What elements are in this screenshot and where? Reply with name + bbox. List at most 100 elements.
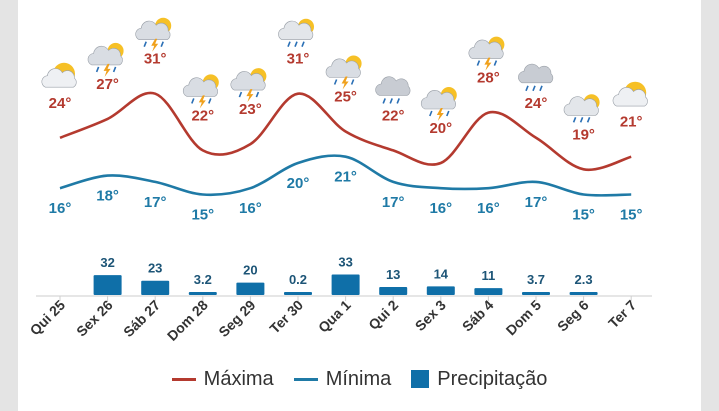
precip-label: 32 — [100, 255, 114, 270]
lightning-shape — [341, 76, 349, 90]
raindrop-shape — [112, 66, 117, 73]
raindrop-shape — [532, 85, 536, 92]
raindrop-shape — [493, 60, 498, 66]
precip-bar — [569, 292, 598, 295]
raindrop-shape — [382, 98, 386, 104]
minima-label: 17° — [525, 194, 548, 211]
raindrop-shape — [208, 98, 212, 104]
minima-label: 16° — [49, 200, 72, 217]
legend-label-precipitacao: Precipitação — [437, 367, 548, 390]
precip-bar — [522, 292, 550, 295]
legend-swatch-precipitacao — [411, 370, 430, 388]
legend-label-minima: Mínima — [325, 367, 392, 390]
cloud-shape — [375, 76, 411, 96]
cloud-shape — [563, 96, 599, 116]
lightning-shape — [151, 38, 159, 52]
maxima-label: 27° — [96, 76, 119, 93]
legend: Máxima Mínima Precipitação — [0, 364, 719, 394]
partly-cloudy-rain-icon — [563, 94, 600, 123]
cloud-shape — [41, 68, 77, 88]
raindrop-shape — [429, 110, 433, 117]
legend-swatch-maxima — [171, 377, 196, 381]
maxima-label: 24° — [525, 95, 548, 112]
raindrop-shape — [143, 41, 147, 47]
thunderstorm-icon — [135, 17, 172, 52]
minima-label: 15° — [572, 207, 595, 224]
legend-label-maxima: Máxima — [203, 367, 274, 390]
x-tick-label: Qui 25 — [27, 297, 69, 339]
thunderstorm-icon — [325, 55, 362, 90]
minima-label: 21° — [334, 169, 357, 186]
maxima-label: 22° — [382, 107, 405, 124]
x-tick-label: Dom 5 — [503, 297, 545, 339]
minima-label: 16° — [429, 200, 452, 217]
legend-item-precipitacao: Precipitação — [411, 368, 547, 391]
thunderstorm-icon — [230, 68, 267, 103]
minima-label: 16° — [477, 200, 500, 217]
cloud-shape — [87, 45, 123, 66]
maxima-label: 31° — [144, 51, 167, 68]
cloud-shape — [468, 39, 504, 59]
lightning-shape — [198, 95, 206, 109]
x-tick-label: Ter 7 — [605, 297, 639, 331]
lightning-shape — [246, 89, 254, 103]
raindrop-shape — [525, 85, 529, 92]
precip-label: 33 — [338, 255, 352, 270]
precip-bar — [331, 274, 360, 295]
maxima-label: 20° — [429, 120, 452, 137]
raindrop-shape — [579, 117, 584, 123]
lightning-shape — [436, 108, 444, 121]
minima-label: 18° — [96, 188, 119, 205]
raindrop-shape — [301, 41, 305, 47]
x-tick-label: Seg 29 — [215, 297, 258, 340]
legend-item-minima: Mínima — [293, 367, 392, 391]
maxima-label: 23° — [239, 101, 262, 118]
raindrop-shape — [294, 41, 298, 47]
precip-label: 2.3 — [575, 272, 593, 287]
maxima-label: 22° — [191, 107, 214, 124]
minima-label: 17° — [382, 194, 405, 211]
precip-label: 13 — [386, 267, 400, 282]
cloud-rain-icon — [518, 63, 554, 92]
raindrop-shape — [238, 91, 243, 98]
minima-label: 16° — [239, 200, 262, 217]
precip-bar — [188, 292, 217, 295]
maxima-label: 28° — [477, 70, 500, 87]
lightning-shape — [103, 63, 111, 77]
precip-label: 3.2 — [194, 272, 212, 287]
raindrop-shape — [95, 66, 100, 73]
sun-cloud-icon — [612, 81, 648, 107]
raindrop-shape — [287, 41, 291, 47]
precip-label: 23 — [148, 261, 162, 276]
precip-label: 0.2 — [289, 272, 307, 287]
precip-label: 11 — [482, 268, 496, 283]
maxima-label: 31° — [287, 51, 310, 68]
cloud-shape — [612, 87, 648, 107]
x-tick-label: Sex 26 — [73, 297, 116, 340]
raindrop-shape — [396, 98, 400, 104]
legend-swatch-minima — [293, 377, 318, 381]
raindrop-shape — [572, 117, 577, 123]
sun-cloud-icon — [41, 62, 77, 88]
raindrop-shape — [389, 98, 393, 104]
legend-item-maxima: Máxima — [171, 367, 274, 391]
raindrop-shape — [476, 60, 481, 66]
cloud-shape — [230, 71, 266, 91]
raindrop-shape — [539, 85, 543, 92]
cloud-shape — [135, 20, 171, 40]
raindrop-shape — [350, 79, 355, 85]
cloud-shape — [325, 58, 361, 78]
thunderstorm-icon — [182, 74, 219, 109]
raindrop-shape — [446, 110, 450, 117]
minima-label: 15° — [620, 207, 643, 224]
maxima-line — [59, 91, 632, 172]
x-tick-label: Sáb 4 — [459, 297, 497, 335]
precip-label: 20 — [243, 263, 257, 278]
x-tick-label: Sáb 27 — [120, 297, 163, 340]
x-tick-label: Qua 1 — [315, 297, 354, 336]
minima-label: 15° — [191, 207, 214, 224]
x-tick-label: Seg 6 — [554, 297, 592, 335]
partly-cloudy-rain-icon — [278, 18, 314, 47]
raindrop-shape — [586, 117, 591, 123]
